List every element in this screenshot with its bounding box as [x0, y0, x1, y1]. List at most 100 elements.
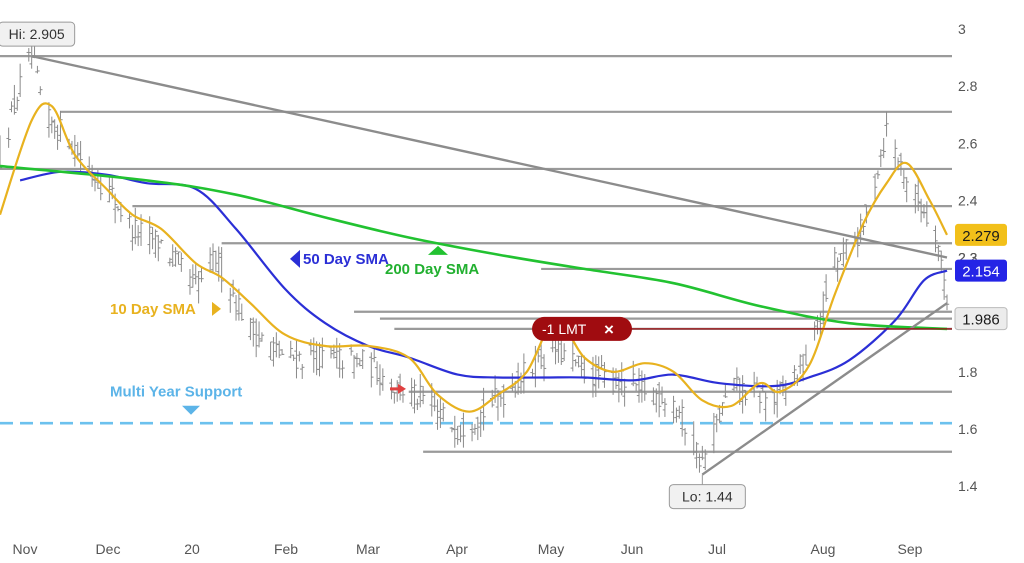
price-bar	[740, 375, 745, 414]
price-bar	[107, 176, 112, 203]
price-bar	[714, 413, 719, 433]
uptrend-line[interactable]	[701, 302, 948, 476]
price-bar	[135, 225, 141, 247]
price-bar	[694, 441, 699, 469]
price-bar	[294, 339, 299, 379]
price-bar	[677, 405, 682, 419]
sma-200-line[interactable]	[0, 164, 948, 331]
price-bar	[679, 399, 685, 437]
x-tick-label: Aug	[811, 541, 836, 557]
price-bar	[271, 337, 276, 367]
price-bar	[521, 353, 527, 394]
price-bar	[835, 257, 840, 282]
price-bar	[573, 359, 578, 367]
price-bar	[803, 344, 809, 366]
price-bar	[300, 363, 305, 379]
price-bar	[924, 201, 930, 227]
price-bar	[881, 137, 886, 159]
price-bar	[662, 398, 668, 417]
price-bar	[357, 358, 363, 367]
y-tick-label: 2.4	[958, 192, 978, 208]
price-bar	[0, 135, 3, 169]
label-10-day-sma: 10 Day SMA	[110, 301, 196, 318]
price-bar	[933, 225, 938, 253]
price-bar	[723, 384, 728, 398]
price-bar	[743, 389, 748, 406]
price-bar	[207, 247, 213, 273]
price-bar	[374, 361, 380, 385]
price-bar	[239, 303, 244, 321]
price-bar	[176, 251, 181, 265]
price-badge-label: 1.986	[962, 312, 1000, 329]
price-bar	[469, 423, 475, 442]
price-bar	[913, 183, 918, 214]
x-tick-label: Dec	[96, 541, 121, 557]
price-badge-label: 2.279	[962, 228, 1000, 245]
price-bar	[26, 48, 31, 62]
price-bar	[288, 340, 293, 359]
low-label: Lo: 1.44	[682, 489, 733, 505]
price-bar	[127, 211, 132, 229]
price-bar	[320, 337, 325, 369]
price-bar	[173, 247, 178, 267]
price-bar	[377, 364, 383, 396]
price-bar	[15, 96, 20, 111]
close-icon[interactable]: ×	[604, 320, 614, 339]
label-multi-year-support: Multi Year Support	[110, 384, 242, 401]
price-bar	[671, 395, 676, 424]
price-badge-label: 2.154	[962, 264, 1000, 281]
price-bar	[441, 402, 446, 422]
price-bar	[674, 407, 679, 423]
price-bar	[6, 127, 11, 148]
price-bar	[916, 179, 921, 212]
price-bar	[844, 238, 849, 260]
price-bar	[115, 205, 121, 212]
price-bar	[472, 423, 478, 435]
x-tick-label: Nov	[13, 541, 38, 557]
price-bar	[530, 368, 535, 377]
x-tick-label: Jul	[708, 541, 726, 557]
price-bar	[717, 404, 722, 424]
support-pointer-icon	[182, 405, 200, 415]
price-bar	[622, 378, 627, 407]
downtrend-line[interactable]	[31, 54, 948, 259]
price-bar	[256, 321, 262, 348]
x-tick-label: 20	[184, 541, 200, 557]
price-bar	[570, 340, 576, 372]
y-tick-label: 1.6	[958, 421, 978, 437]
price-bar	[187, 268, 193, 295]
sma-10-pointer-icon	[212, 301, 221, 316]
sma-10-line[interactable]	[0, 102, 948, 413]
x-tick-label: May	[538, 541, 564, 557]
limit-order-badge[interactable]	[532, 316, 633, 341]
price-bar	[420, 385, 426, 405]
price-bar	[639, 370, 645, 403]
price-bar	[179, 252, 184, 272]
price-bar	[659, 386, 665, 405]
price-bar	[38, 86, 43, 96]
price-bar	[697, 453, 702, 473]
x-tick-label: Sep	[898, 541, 923, 557]
price-bar	[901, 169, 907, 190]
price-bar	[498, 391, 504, 407]
price-bar	[892, 139, 898, 170]
sma-50-pointer-icon	[290, 249, 300, 268]
price-bar	[380, 368, 386, 391]
price-bar	[351, 354, 357, 379]
price-bar	[561, 343, 567, 362]
price-bar	[720, 402, 725, 416]
price-bar	[475, 416, 481, 441]
price-bar	[340, 360, 345, 379]
price-bar	[492, 375, 498, 403]
price-bar	[576, 355, 581, 368]
price-bar	[884, 111, 889, 137]
price-bar	[654, 388, 659, 413]
price-bar	[875, 170, 881, 180]
price-bar	[939, 250, 944, 271]
price-bar	[248, 317, 253, 341]
price-bar	[798, 354, 803, 374]
price-bar	[918, 198, 924, 223]
